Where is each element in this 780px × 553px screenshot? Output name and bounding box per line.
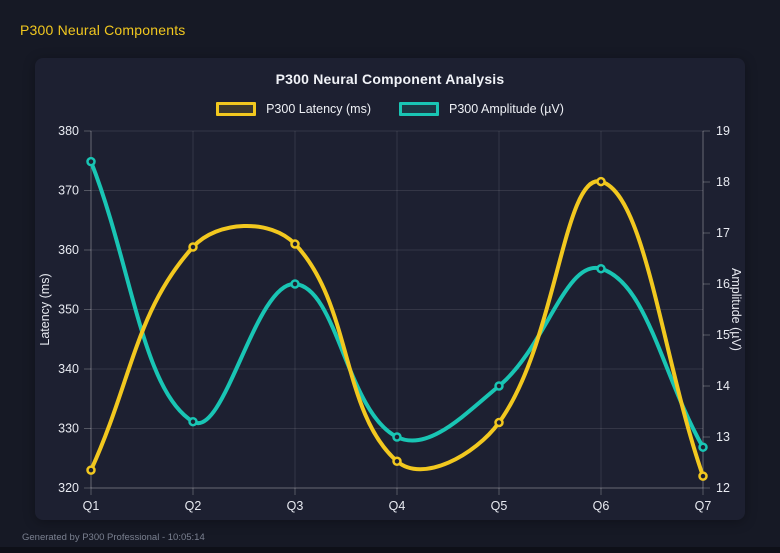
- right-axis-title: Amplitude (µV): [729, 268, 743, 351]
- axis-labels: 380 370 360 350 340 330 320 19 18 17 16 15 14 13 12 Q1 Q…: [38, 124, 743, 513]
- axes: [84, 130, 710, 495]
- left-tick-label: 370: [58, 184, 79, 198]
- data-point[interactable]: [188, 416, 198, 427]
- data-point[interactable]: [290, 239, 300, 249]
- bottom-strip: [0, 547, 780, 553]
- data-point[interactable]: [494, 381, 504, 391]
- chart-title: P300 Neural Component Analysis: [275, 71, 505, 87]
- left-tick-label: 350: [58, 303, 79, 317]
- x-tick-label: Q6: [593, 499, 610, 513]
- left-tick-label: 330: [58, 422, 79, 436]
- data-point[interactable]: [86, 465, 96, 475]
- data-point[interactable]: [494, 417, 504, 428]
- right-tick-label: 17: [716, 226, 730, 240]
- x-tick-label: Q1: [83, 499, 100, 513]
- legend-swatch-icon: [399, 102, 439, 116]
- right-tick-label: 18: [716, 175, 730, 189]
- right-tick-label: 12: [716, 481, 730, 495]
- app-title: P300 Neural Components: [20, 22, 186, 38]
- legend-item-1[interactable]: P300 Amplitude (µV): [399, 102, 564, 116]
- chart-legend: P300 Latency (ms) P300 Amplitude (µV): [35, 102, 745, 116]
- footer-status: Generated by P300 Professional - 10:05:1…: [22, 532, 205, 543]
- left-tick-label: 360: [58, 243, 79, 257]
- series: [86, 156, 708, 481]
- x-tick-label: Q4: [389, 499, 406, 513]
- right-tick-label: 16: [716, 277, 730, 291]
- x-tick-label: Q2: [185, 499, 202, 513]
- right-tick-label: 13: [716, 430, 730, 444]
- data-point[interactable]: [596, 263, 606, 274]
- data-point[interactable]: [698, 471, 708, 481]
- data-point[interactable]: [698, 442, 708, 452]
- x-tick-label: Q7: [695, 499, 712, 513]
- legend-item-0[interactable]: P300 Latency (ms): [216, 102, 371, 116]
- legend-swatch-icon: [216, 102, 257, 116]
- legend-label: P300 Amplitude (µV): [449, 102, 564, 116]
- data-point[interactable]: [86, 156, 96, 167]
- gridlines: [90, 130, 704, 489]
- left-tick-label: 340: [58, 362, 79, 376]
- data-point[interactable]: [392, 456, 402, 466]
- left-tick-label: 380: [58, 124, 79, 138]
- left-tick-label: 320: [58, 481, 79, 495]
- data-point[interactable]: [392, 432, 402, 442]
- right-tick-label: 15: [716, 328, 730, 342]
- x-tick-label: Q5: [491, 499, 508, 513]
- data-point[interactable]: [596, 176, 606, 187]
- x-tick-label: Q3: [287, 499, 304, 513]
- right-tick-label: 19: [716, 124, 730, 138]
- data-point[interactable]: [290, 279, 300, 289]
- right-tick-label: 14: [716, 379, 730, 393]
- line-chart[interactable]: 380 370 360 350 340 330 320 19 18 17 16 15 14 13 12 Q1 Q…: [35, 58, 745, 520]
- legend-label: P300 Latency (ms): [266, 102, 371, 116]
- chart-panel: 380 370 360 350 340 330 320 19 18 17 16 15 14 13 12 Q1 Q…: [35, 58, 745, 520]
- left-axis-title: Latency (ms): [38, 273, 52, 345]
- data-point[interactable]: [188, 242, 198, 252]
